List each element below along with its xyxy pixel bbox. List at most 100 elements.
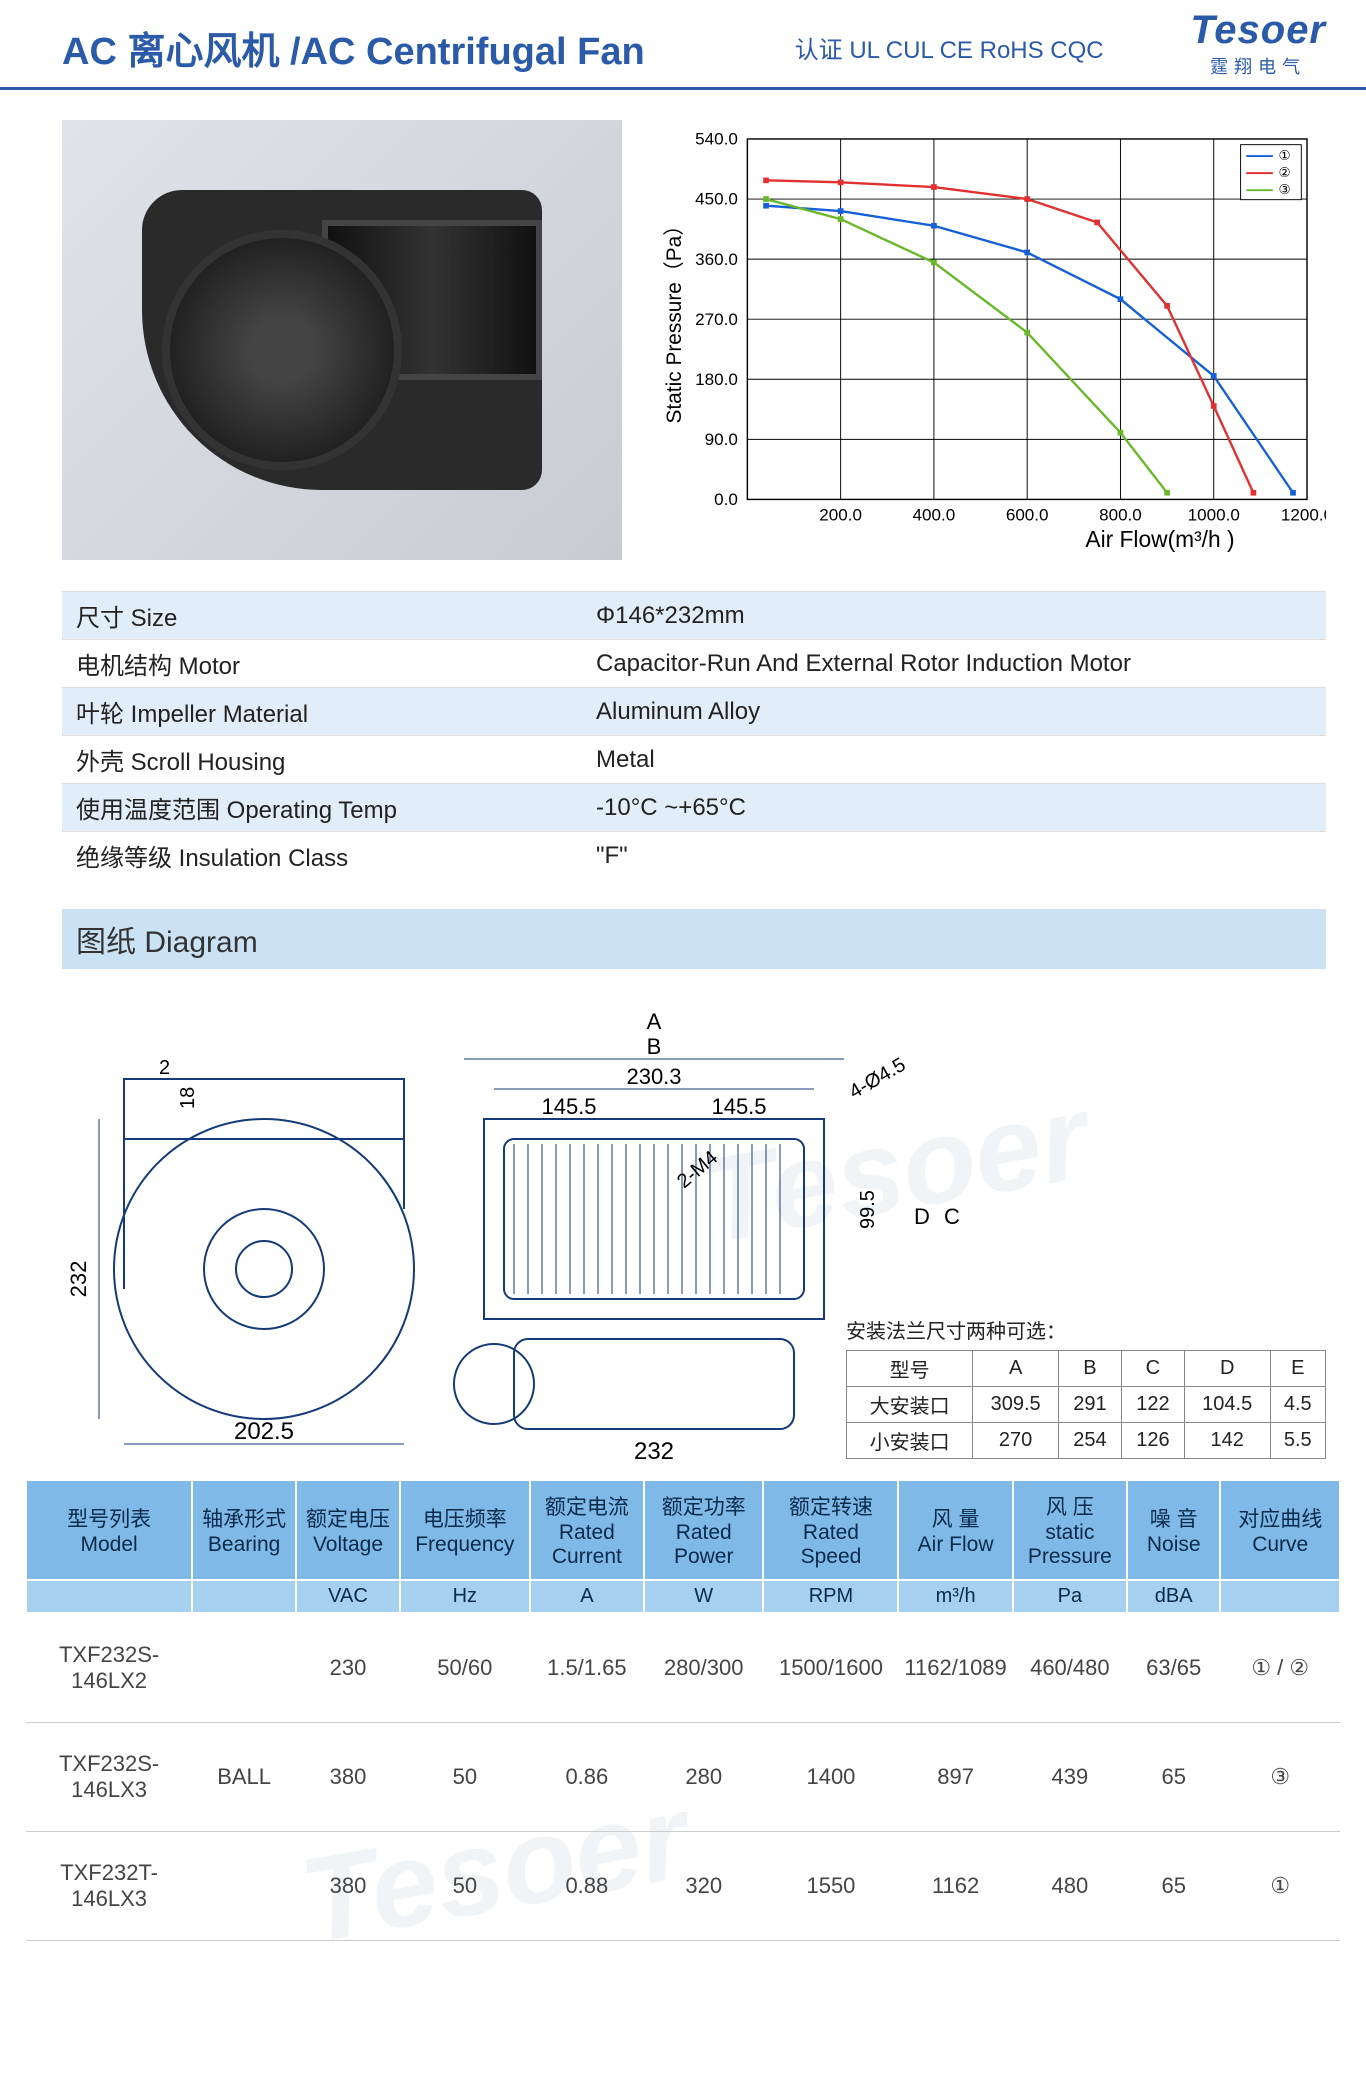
spec-value: -10°C ~+65°C (582, 784, 1326, 832)
svg-text:A: A (647, 1009, 662, 1034)
svg-text:99.5: 99.5 (857, 1190, 879, 1229)
svg-text:232: 232 (634, 1438, 674, 1459)
model-cell: 230 (296, 1613, 400, 1723)
svg-text:③: ③ (1279, 182, 1291, 197)
svg-text:360.0: 360.0 (695, 250, 738, 269)
model-cell: TXF232T-146LX3 (26, 1832, 192, 1941)
svg-text:600.0: 600.0 (1006, 505, 1049, 524)
spec-label: 尺寸 Size (62, 592, 582, 640)
spec-label: 外壳 Scroll Housing (62, 736, 582, 784)
flange-cell: 小安装口 (847, 1423, 973, 1459)
model-cell: 1.5/1.65 (530, 1613, 644, 1723)
svg-text:202.5: 202.5 (234, 1418, 294, 1445)
model-cell: ① (1220, 1832, 1340, 1941)
model-header: 噪 音Noise (1127, 1480, 1220, 1580)
model-cell: BALL (192, 1723, 296, 1832)
flange-header: D (1184, 1351, 1270, 1387)
svg-text:232: 232 (66, 1261, 91, 1298)
svg-text:B: B (647, 1034, 662, 1059)
flange-cell: 254 (1058, 1423, 1121, 1459)
model-cell: 1162/1089 (898, 1613, 1012, 1723)
model-cell: 65 (1127, 1832, 1220, 1941)
svg-text:②: ② (1279, 165, 1291, 180)
spec-value: Φ146*232mm (582, 592, 1326, 640)
svg-text:230.3: 230.3 (626, 1064, 681, 1089)
model-header: 额定功率RatedPower (644, 1480, 763, 1580)
model-cell (192, 1832, 296, 1941)
svg-text:400.0: 400.0 (913, 505, 956, 524)
model-cell: 1162 (898, 1832, 1012, 1941)
svg-text:0.0: 0.0 (714, 490, 738, 509)
brand-logo: Tesoer 霆翔电气 (1190, 8, 1326, 79)
flange-cell: 5.5 (1270, 1423, 1325, 1459)
model-unit: A (530, 1580, 644, 1613)
model-cell: 480 (1013, 1832, 1127, 1941)
model-unit: m³/h (898, 1580, 1012, 1613)
model-cell: 280 (644, 1723, 763, 1832)
performance-chart: 0.090.0180.0270.0360.0450.0540.0200.0400… (662, 120, 1326, 561)
model-header: 型号列表Model (26, 1480, 192, 1580)
technical-diagram: 232202.5218AB230.3145.5145.54-Ø4.52-M499… (62, 989, 1326, 1459)
model-unit: RPM (763, 1580, 898, 1613)
model-unit (192, 1580, 296, 1613)
flange-cell: 142 (1184, 1423, 1270, 1459)
svg-text:D: D (914, 1204, 930, 1229)
flange-cell: 4.5 (1270, 1387, 1325, 1423)
model-unit: dBA (1127, 1580, 1220, 1613)
svg-text:145.5: 145.5 (541, 1094, 596, 1119)
flange-cell: 270 (973, 1423, 1059, 1459)
model-cell: TXF232S-146LX3 (26, 1723, 192, 1832)
model-unit (1220, 1580, 1340, 1613)
flange-header: C (1121, 1351, 1184, 1387)
svg-text:200.0: 200.0 (819, 505, 862, 524)
spec-label: 使用温度范围 Operating Temp (62, 784, 582, 832)
svg-text:800.0: 800.0 (1099, 505, 1142, 524)
logo-subtext: 霆翔电气 (1190, 53, 1326, 79)
flange-title: 安装法兰尺寸两种可选： (846, 1315, 1326, 1344)
product-photo (62, 120, 622, 560)
model-cell: 0.88 (530, 1832, 644, 1941)
spec-value: Metal (582, 736, 1326, 784)
model-cell: 0.86 (530, 1723, 644, 1832)
model-unit: W (644, 1580, 763, 1613)
spec-value: Aluminum Alloy (582, 688, 1326, 736)
svg-text:4-Ø4.5: 4-Ø4.5 (846, 1054, 910, 1104)
flange-header: A (973, 1351, 1059, 1387)
spec-value: Capacitor-Run And External Rotor Inducti… (582, 640, 1326, 688)
model-cell: 380 (296, 1723, 400, 1832)
model-header: 对应曲线Curve (1220, 1480, 1340, 1580)
svg-text:450.0: 450.0 (695, 190, 738, 209)
model-cell: 50 (400, 1832, 530, 1941)
model-cell: 65 (1127, 1723, 1220, 1832)
model-header: 额定电压Voltage (296, 1480, 400, 1580)
model-cell (192, 1613, 296, 1723)
svg-text:2: 2 (159, 1057, 170, 1079)
model-cell: 320 (644, 1832, 763, 1941)
svg-text:90.0: 90.0 (705, 430, 738, 449)
model-table: 型号列表Model轴承形式Bearing额定电压Voltage电压频率Frequ… (25, 1479, 1341, 1941)
flange-header: E (1270, 1351, 1325, 1387)
model-header: 额定电流RatedCurrent (530, 1480, 644, 1580)
flange-cell: 大安装口 (847, 1387, 973, 1423)
page-title: AC 离心风机 /AC Centrifugal Fan (62, 20, 645, 75)
model-cell: 50 (400, 1723, 530, 1832)
svg-text:180.0: 180.0 (695, 370, 738, 389)
spec-label: 叶轮 Impeller Material (62, 688, 582, 736)
certifications: 认证 UL CUL CE RoHS CQC (795, 30, 1104, 65)
svg-text:2-M4: 2-M4 (673, 1147, 722, 1193)
svg-text:Static Pressure（Pa）: Static Pressure（Pa） (663, 215, 686, 424)
svg-text:C: C (944, 1204, 960, 1229)
svg-text:1000.0: 1000.0 (1188, 505, 1240, 524)
flange-cell: 309.5 (973, 1387, 1059, 1423)
model-cell: TXF232S-146LX2 (26, 1613, 192, 1723)
model-cell: 280/300 (644, 1613, 763, 1723)
spec-table: 尺寸 SizeΦ146*232mm电机结构 MotorCapacitor-Run… (62, 591, 1326, 879)
flange-cell: 104.5 (1184, 1387, 1270, 1423)
model-unit (26, 1580, 192, 1613)
svg-text:Air Flow(m³/h ): Air Flow(m³/h ) (1085, 526, 1234, 552)
model-cell: 897 (898, 1723, 1012, 1832)
model-header: 风 量Air Flow (898, 1480, 1012, 1580)
model-cell: 460/480 (1013, 1613, 1127, 1723)
svg-text:①: ① (1279, 148, 1291, 163)
model-header: 额定转速RatedSpeed (763, 1480, 898, 1580)
